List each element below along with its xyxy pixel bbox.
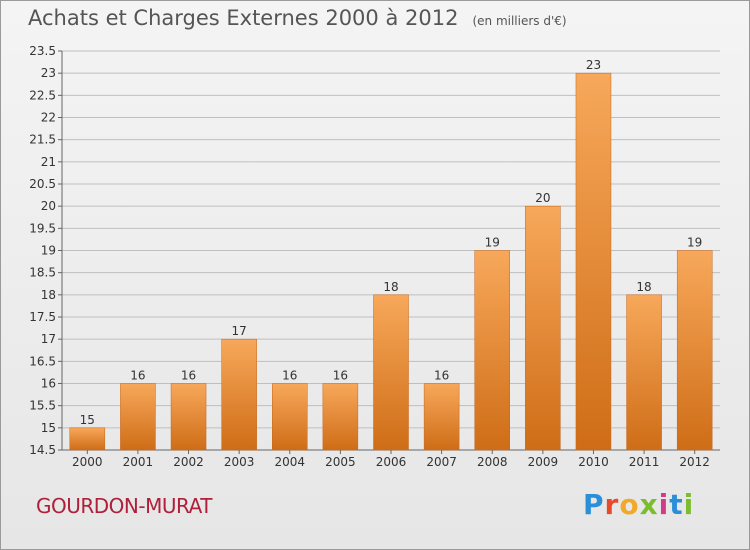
x-tick-label: 2003	[224, 455, 255, 469]
chart-title-text: Achats et Charges Externes 2000 à 2012	[28, 6, 459, 30]
bar-2011	[626, 294, 662, 451]
data-label-2005: 16	[333, 369, 348, 383]
data-label-2004: 16	[282, 369, 297, 383]
y-tick-label: 20	[41, 199, 56, 213]
x-tick-label: 2007	[426, 455, 457, 469]
data-label-2003: 17	[232, 324, 247, 338]
x-tick-label: 2004	[274, 455, 305, 469]
bar-2010	[575, 72, 612, 451]
y-tick-label: 16	[41, 377, 56, 391]
x-tick-label: 2009	[528, 455, 559, 469]
chart-unit: (en milliers d'€)	[472, 14, 567, 28]
data-label-2007: 16	[434, 369, 449, 383]
logo-letter: o	[619, 488, 640, 521]
data-label-2011: 18	[636, 280, 651, 294]
data-label-2006: 18	[383, 280, 398, 294]
x-tick-label: 2005	[325, 455, 356, 469]
data-label-2001: 16	[130, 369, 145, 383]
y-tick-label: 18	[41, 288, 56, 302]
x-tick-label: 2012	[679, 455, 710, 469]
logo-letter: x	[639, 488, 659, 521]
y-tick-label: 21.5	[29, 133, 56, 147]
labels: 14.5 15 15.5 16 16.5 17 17.5 18 18.5 19 19.5 20 20.5…	[29, 44, 710, 469]
y-tick-label: 14.5	[29, 443, 56, 457]
logo-letter: t	[669, 488, 684, 521]
y-tick-label: 21	[41, 155, 56, 169]
data-label-2012: 19	[687, 236, 702, 250]
y-tick-label: 15	[41, 421, 56, 435]
x-tick-label: 2011	[629, 455, 660, 469]
y-tick-label: 15.5	[29, 399, 56, 413]
bar-2007	[423, 383, 460, 451]
bar-2004	[272, 383, 308, 451]
bar-2012	[676, 250, 713, 451]
bar-2001	[120, 383, 156, 451]
logo-letter: r	[604, 488, 620, 521]
x-tick-label: 2006	[376, 455, 407, 469]
y-tick-label: 17	[41, 332, 56, 346]
data-label-2000: 15	[80, 413, 95, 427]
x-tick-label: 2001	[123, 455, 154, 469]
bar-2008	[474, 250, 510, 451]
data-label-2008: 19	[485, 236, 500, 250]
bar-2009	[525, 205, 561, 451]
bar-2005	[322, 383, 359, 451]
y-tick-label: 17.5	[29, 310, 56, 324]
y-tick-label: 20.5	[29, 177, 56, 191]
y-tick-label: 23	[41, 66, 56, 80]
bar-2006	[373, 294, 409, 451]
x-tick-label: 2000	[72, 455, 103, 469]
proxiti-logo: Proxiti	[583, 488, 694, 521]
logo-letter: i	[683, 488, 695, 521]
logo-letter: P	[583, 488, 605, 521]
x-tick-label: 2008	[477, 455, 508, 469]
bar-2000	[69, 427, 106, 451]
bars	[69, 72, 713, 451]
y-tick-label: 16.5	[29, 354, 56, 368]
x-tick-label: 2002	[173, 455, 204, 469]
bar-2003	[221, 338, 257, 451]
bar-2002	[170, 383, 207, 451]
logo-letter: i	[658, 488, 670, 521]
data-label-2009: 20	[535, 191, 550, 205]
y-tick-label: 22	[41, 111, 56, 125]
y-tick-label: 23.5	[29, 44, 56, 58]
chart-title: Achats et Charges Externes 2000 à 2012 (e…	[28, 6, 567, 30]
y-tick-label: 19	[41, 244, 56, 258]
city-name: GOURDON-MURAT	[36, 494, 212, 518]
data-label-2010: 23	[586, 58, 601, 72]
y-tick-label: 19.5	[29, 221, 56, 235]
y-tick-label: 22.5	[29, 88, 56, 102]
data-label-2002: 16	[181, 369, 196, 383]
y-tick-label: 18.5	[29, 266, 56, 280]
x-tick-label: 2010	[578, 455, 609, 469]
